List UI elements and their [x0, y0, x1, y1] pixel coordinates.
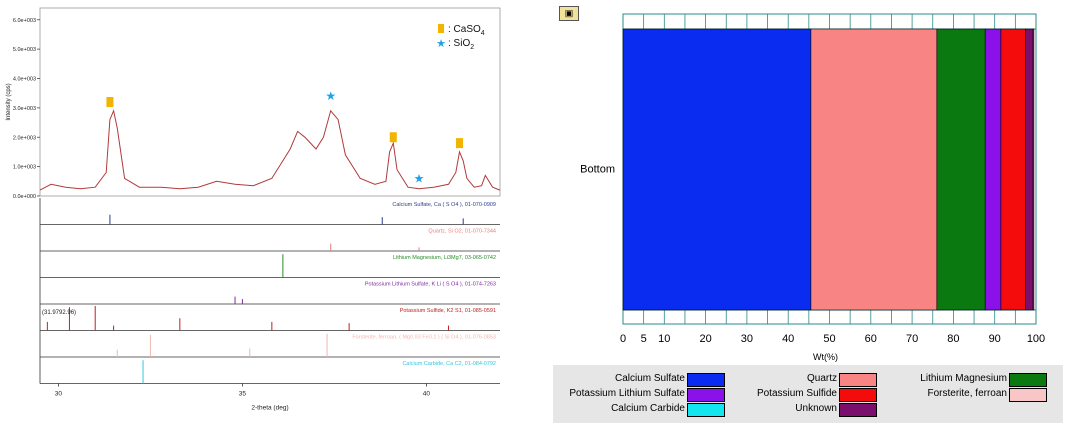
y-tick-label: 4.0e+003 [13, 77, 36, 83]
legend-swatch [1009, 388, 1047, 402]
x-tick-label: 60 [865, 333, 877, 345]
x-tick-label: 35 [239, 391, 247, 398]
x-tick-label: 100 [1027, 333, 1045, 345]
x-tick-label: 30 [741, 333, 753, 345]
x-axis-label: 2-theta (deg) [251, 405, 288, 412]
sio2-peak-marker: ★ [325, 89, 336, 103]
y-tick-label: 1.0e+003 [13, 165, 36, 171]
caso4-peak-marker [456, 138, 464, 149]
x-tick-label: 40 [423, 391, 431, 398]
y-axis-label: Intensity (cps) [6, 83, 12, 120]
bar-segment [1032, 28, 1035, 311]
legend-item: Lithium Magnesium [553, 373, 1047, 387]
reference-label: Forsterite, ferroan, ( Mg0.93 Fe0.1 ) ( … [352, 335, 496, 341]
legend-label: Unknown [795, 403, 837, 414]
y-tick-label: 3.0e+003 [13, 106, 36, 112]
y-tick-label: 5.0e+003 [13, 47, 36, 53]
legend-swatch [687, 388, 725, 402]
x-tick-label: 70 [906, 333, 918, 345]
bar-segment [984, 28, 1002, 311]
bar-segment [936, 28, 986, 311]
x-tick-label: 50 [823, 333, 835, 345]
legend-label: Calcium Carbide [611, 403, 685, 414]
x-tick-label: 30 [55, 391, 63, 398]
reference-label: Calcium Sulfate, Ca ( S O4 ), 01-070-090… [392, 202, 496, 208]
legend-item: Potassium Sulfide [553, 388, 877, 402]
xrd-pattern-chart: 0.0e+000 1.0e+003 2.0e+003 3.0e+003 4.0e+003… [6, 7, 501, 412]
legend-swatch [839, 373, 877, 387]
category-label: Bottom [580, 164, 615, 176]
x-tick-label: 0 [620, 333, 626, 345]
plot-frame [39, 7, 501, 197]
legend-item: Potassium Lithium Sulfate [553, 388, 725, 402]
legend-label: Lithium Magnesium [920, 373, 1007, 384]
legend-label: Forsterite, ferroan [927, 388, 1007, 399]
x-tick-label: 80 [947, 333, 959, 345]
reference-label: Potassium Lithium Sulfate, K Li ( S O4 )… [365, 282, 496, 288]
legend-swatch [1009, 373, 1047, 387]
legend-swatch [687, 403, 725, 417]
legend-subscript: 2 [470, 44, 474, 51]
x-tick-label: 10 [658, 333, 670, 345]
legend-item: Calcium Sulfate [553, 373, 725, 387]
camera-icon[interactable]: ▣ [559, 6, 579, 21]
phase-legend: Calcium Sulfate Quartz Lithium Magnesium Po… [553, 365, 1063, 423]
bar-segment [810, 28, 938, 311]
legend-label: Potassium Lithium Sulfate [569, 388, 685, 399]
reference-label: Potassium Sulfide, K2 S1, 01-085-0591 [400, 308, 496, 314]
xrd-curve [39, 109, 501, 191]
legend-label: Quartz [806, 373, 837, 384]
legend-swatch [839, 403, 877, 417]
y-tick-label: 0.0e+000 [13, 194, 36, 200]
legend-item: Quartz [553, 373, 877, 387]
legend-label: Calcium Sulfate [614, 373, 685, 384]
sio2-peak-marker: ★ [414, 171, 425, 185]
reference-label: Quartz, Si O2, 01-070-7344 [428, 229, 496, 235]
y-tick-label: 2.0e+003 [13, 135, 36, 141]
legend-label: : CaSO4 [448, 24, 485, 37]
reference-note: (31.9792.96) [42, 310, 76, 316]
legend-item: Calcium Carbide [553, 403, 725, 417]
legend-swatch [687, 373, 725, 387]
x-tick-label: 5 [641, 333, 647, 345]
legend-item: Forsterite, ferroan [553, 388, 1047, 402]
legend-sio2-symbol: ★ [436, 38, 446, 50]
x-tick-label: 40 [782, 333, 794, 345]
legend-caso4-symbol [438, 24, 444, 33]
bar-segment [1025, 28, 1034, 311]
x-tick-label: 90 [989, 333, 1001, 345]
reference-label: Lithium Magnesium, Li3Mg7, 03-065-0742 [393, 255, 496, 261]
legend-subscript: 4 [481, 30, 485, 37]
phase-composition-chart: Bottom 0 5 10 20 30 40 50 60 70 80 90 100 Wt(%) [580, 13, 1045, 362]
bar-segment [622, 28, 812, 311]
x-tick-label: 20 [699, 333, 711, 345]
x-axis-label: Wt(%) [813, 352, 838, 362]
reference-label: Calcium Carbide, Ca C2, 01-084-0792 [402, 361, 496, 367]
legend-swatch [839, 388, 877, 402]
bar-segment [1000, 28, 1026, 311]
caso4-peak-marker [389, 132, 397, 143]
y-tick-label: 6.0e+003 [13, 18, 36, 24]
caso4-peak-marker [106, 97, 114, 107]
legend-label: : SiO2 [448, 38, 474, 51]
legend-label: Potassium Sulfide [756, 388, 837, 399]
legend-item: Unknown [553, 403, 877, 417]
